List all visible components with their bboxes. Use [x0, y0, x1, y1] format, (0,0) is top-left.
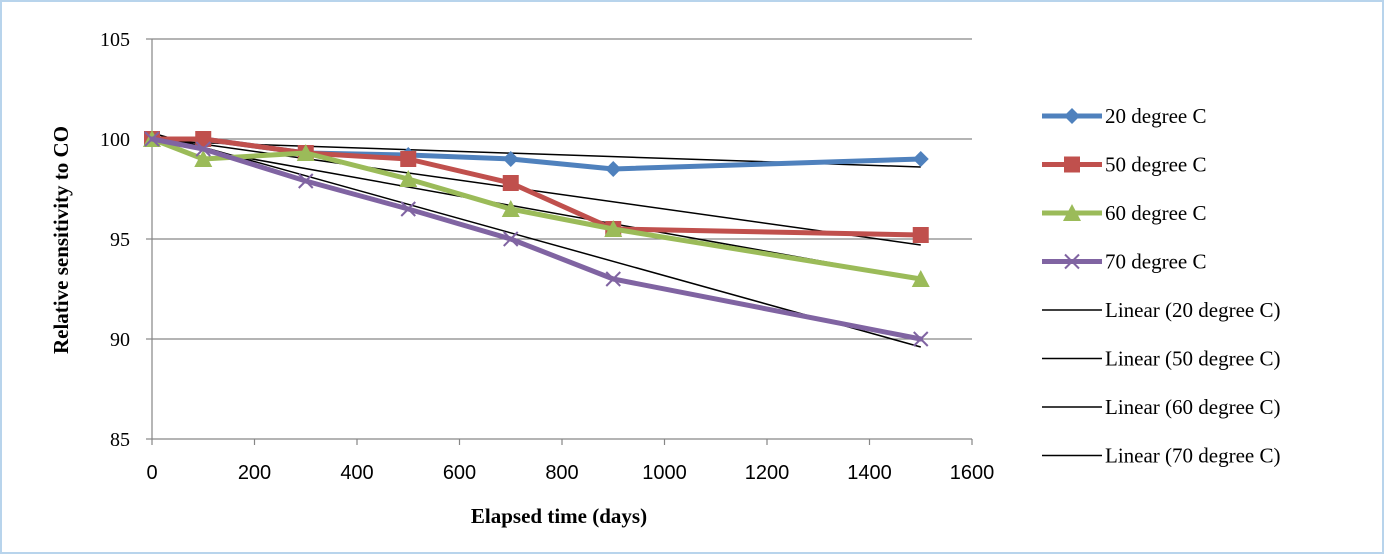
legend-label: Linear (70 degree C) — [1105, 444, 1281, 468]
x-tick-label: 400 — [340, 462, 373, 484]
x-tick-label: 1400 — [847, 462, 892, 484]
x-tick-label: 1200 — [745, 462, 790, 484]
data-point — [502, 175, 519, 191]
y-tick-label: 90 — [110, 329, 130, 351]
legend-label: 20 degree C — [1105, 104, 1206, 128]
data-point — [400, 151, 417, 167]
trendline — [151, 132, 921, 348]
legend-item: Linear (20 degree C) — [1042, 298, 1281, 322]
gridlines — [152, 38, 972, 440]
data-point — [913, 331, 929, 347]
data-point — [501, 200, 520, 217]
x-tick-label: 1000 — [642, 462, 687, 484]
y-axis: 85 90 95 100 105 — [100, 29, 153, 451]
y-axis-title: Relative sensitivity to CO — [49, 126, 73, 354]
x-axis-title: Elapsed time (days) — [471, 504, 647, 528]
data-point — [1064, 108, 1080, 124]
x-tick-label: 1600 — [950, 462, 995, 484]
data-point — [911, 270, 930, 287]
data-point — [195, 131, 212, 147]
x-axis: 0 200 400 600 800 1000 1200 1400 1600 — [146, 439, 994, 484]
data-point — [400, 201, 416, 217]
data-point — [503, 231, 519, 247]
legend-item: 20 degree C — [1042, 104, 1206, 128]
data-point — [912, 227, 929, 243]
y-tick-label: 95 — [110, 229, 130, 251]
x-tick-label: 800 — [545, 462, 578, 484]
legend-item: Linear (70 degree C) — [1042, 444, 1281, 468]
data-point — [399, 170, 418, 187]
data-point — [1064, 156, 1080, 173]
legend-label: 60 degree C — [1105, 201, 1206, 225]
legend-label: Linear (50 degree C) — [1105, 347, 1281, 371]
data-point — [144, 131, 160, 147]
data-point — [604, 220, 623, 237]
data-point — [605, 271, 621, 287]
x-tick-label: 0 — [146, 462, 157, 484]
data-point — [296, 144, 315, 161]
y-tick-label: 100 — [100, 129, 130, 151]
legend: 20 degree C 50 degree C 60 degree C 70 degr… — [1042, 104, 1281, 468]
data-point — [1063, 204, 1081, 221]
legend-label: 50 degree C — [1105, 153, 1206, 177]
x-tick-label: 200 — [238, 462, 271, 484]
legend-item: 70 degree C — [1042, 250, 1206, 274]
data-point — [195, 141, 211, 157]
data-point — [502, 151, 519, 167]
legend-item: 60 degree C — [1042, 201, 1206, 225]
data-series — [143, 130, 930, 347]
data-point — [605, 161, 622, 177]
x-tick-label: 600 — [443, 462, 476, 484]
legend-item: 50 degree C — [1042, 153, 1206, 177]
legend-label: 70 degree C — [1105, 250, 1206, 274]
data-point — [912, 151, 929, 167]
legend-label: Linear (60 degree C) — [1105, 395, 1281, 419]
y-tick-label: 85 — [110, 429, 130, 451]
data-point — [298, 173, 314, 189]
data-point — [1064, 253, 1080, 270]
legend-item: Linear (60 degree C) — [1042, 395, 1281, 419]
y-tick-label: 105 — [100, 29, 130, 51]
data-point — [194, 150, 213, 167]
legend-label: Linear (20 degree C) — [1105, 298, 1281, 322]
legend-item: Linear (50 degree C) — [1042, 347, 1281, 371]
